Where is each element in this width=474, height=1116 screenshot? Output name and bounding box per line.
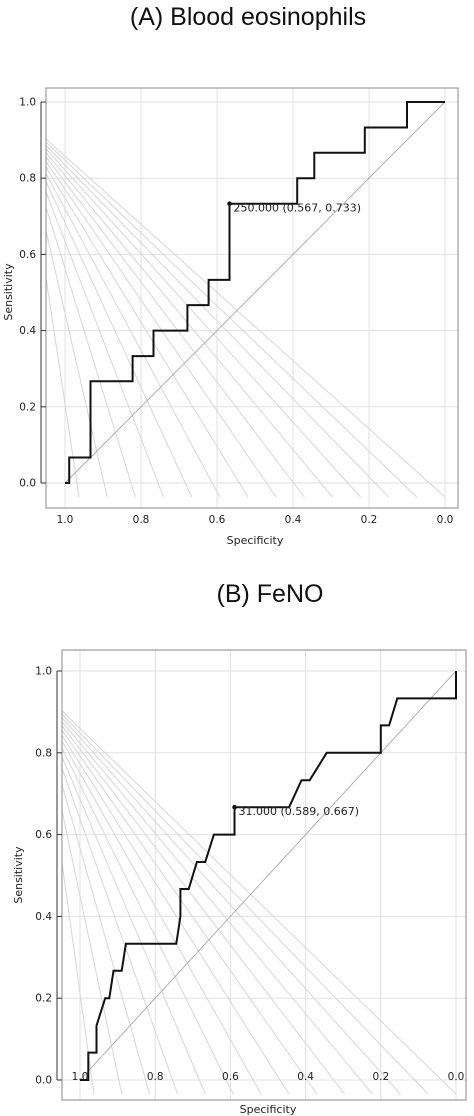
y-tick-label: 0.4: [35, 911, 52, 923]
roc-curve: [65, 101, 445, 484]
y-tick-label: 0.8: [35, 747, 52, 759]
background-line: [46, 180, 193, 498]
x-tick-label: 0.0: [437, 514, 454, 526]
y-tick-label: 0.0: [35, 1075, 52, 1087]
background-line: [62, 724, 345, 1095]
optimal-point: [232, 804, 237, 810]
background-line: [62, 747, 234, 1095]
background-line: [62, 717, 401, 1095]
background-line: [46, 205, 136, 498]
plot-frame: [61, 649, 467, 1101]
background-line: [62, 734, 290, 1095]
panel-a: (A) Blood eosinophils 250.000 (0.567, 0.…: [2, 3, 459, 547]
roc-curve: [80, 671, 457, 1081]
x-axis-label: Specificity: [227, 534, 284, 547]
y-tick-label: 1.0: [19, 97, 36, 109]
background-line: [46, 138, 446, 498]
y-tick-label: 0.4: [19, 325, 36, 337]
background-line: [46, 141, 418, 498]
x-tick-label: 0.8: [133, 514, 150, 526]
optimal-point: [227, 201, 232, 207]
x-tick-label: 1.0: [72, 1071, 89, 1083]
background-line: [62, 755, 206, 1095]
reference-diagonal: [64, 101, 446, 484]
background-line: [46, 228, 108, 498]
background-line: [46, 144, 390, 498]
y-axis-label: Sensitivity: [2, 263, 15, 321]
x-tick-label: 1.0: [57, 514, 74, 526]
y-axis-label: Sensitivity: [12, 846, 25, 904]
background-line: [62, 720, 373, 1095]
panel-a-title: (A) Blood eosinophils: [130, 3, 366, 31]
x-tick-label: 0.2: [372, 1071, 389, 1083]
x-tick-label: 0.6: [222, 1071, 239, 1083]
background-line: [62, 729, 318, 1095]
y-tick-label: 0.8: [19, 173, 36, 185]
y-tick-label: 0.6: [19, 249, 36, 261]
y-tick-label: 0.2: [35, 993, 52, 1005]
optimal-point-label: 250.000 (0.567, 0.733): [234, 202, 362, 215]
background-line: [62, 859, 95, 1095]
background-line: [62, 766, 178, 1095]
background-line: [46, 160, 277, 498]
background-line: [62, 740, 262, 1095]
y-tick-label: 0.0: [19, 478, 36, 490]
background-line: [46, 148, 361, 498]
x-tick-label: 0.0: [448, 1071, 465, 1083]
background-line: [46, 166, 249, 498]
x-tick-label: 0.4: [297, 1071, 314, 1083]
background-line: [46, 172, 221, 498]
panel-b-title: (B) FeNO: [217, 580, 324, 608]
reference-diagonal: [79, 670, 457, 1081]
x-axis-label: Specificity: [240, 1103, 297, 1116]
background-lines: [62, 710, 457, 1095]
x-tick-label: 0.8: [147, 1071, 164, 1083]
background-line: [62, 808, 123, 1095]
background-lines: [46, 138, 446, 498]
panel-b: (B) FeNO 31.000 (0.589, 0.667) 1.0 0.8 0.6 0…: [12, 580, 467, 1116]
background-line: [46, 151, 333, 498]
plot-frame: [45, 87, 459, 509]
background-line: [46, 156, 305, 498]
background-line: [62, 713, 429, 1095]
x-tick-label: 0.6: [209, 514, 226, 526]
background-line: [46, 190, 164, 498]
optimal-point-label: 31.000 (0.589, 0.667): [239, 805, 360, 818]
background-line: [62, 782, 151, 1095]
background-line: [46, 274, 80, 498]
background-line: [62, 710, 457, 1095]
y-tick-label: 0.2: [19, 401, 36, 413]
x-tick-label: 0.4: [285, 514, 302, 526]
y-tick-label: 1.0: [35, 666, 52, 678]
y-tick-label: 0.6: [35, 829, 52, 841]
x-tick-label: 0.2: [361, 514, 378, 526]
